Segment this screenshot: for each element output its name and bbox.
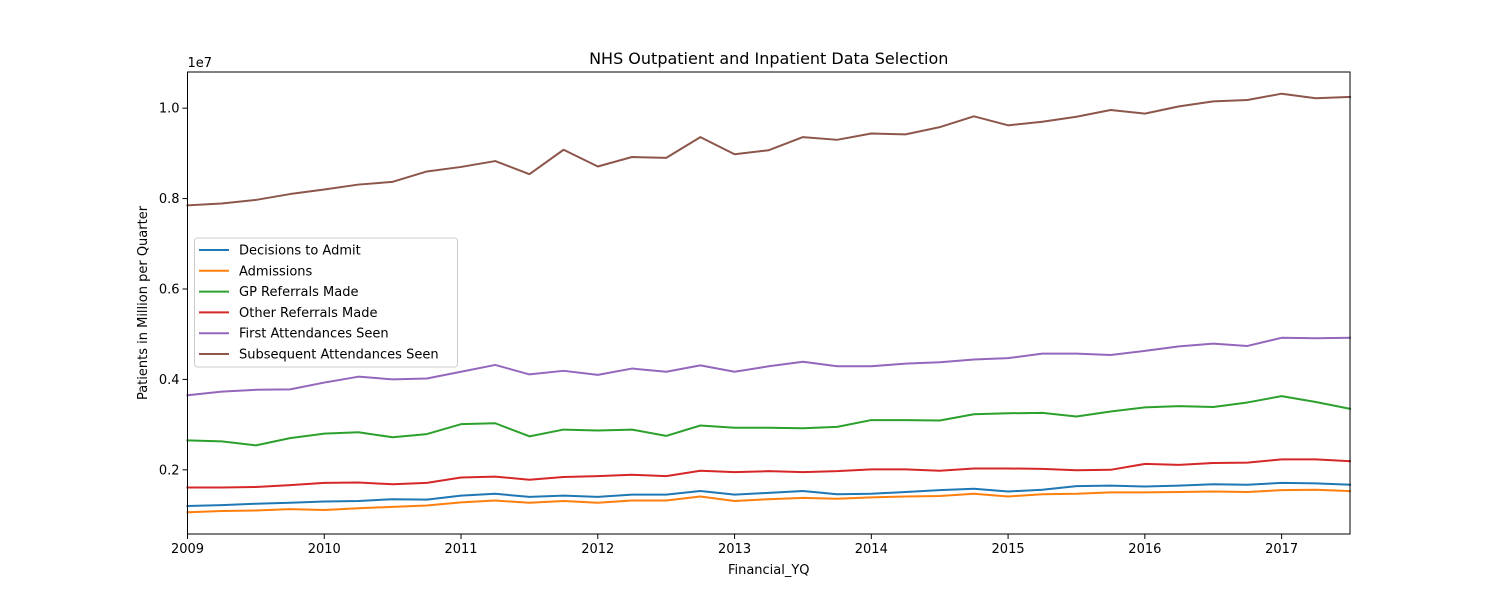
legend-entry-2: GP Referrals Made bbox=[239, 285, 358, 300]
y-tick-label: 0.8 bbox=[159, 192, 180, 207]
y-tick-label: 0.4 bbox=[159, 373, 180, 388]
legend: Decisions to Admit Admissions GP Referrals… bbox=[194, 237, 458, 368]
series-line-0 bbox=[186, 481, 1352, 507]
x-tick-label: 2010 bbox=[308, 542, 341, 557]
legend-entry-4: First Attendances Seen bbox=[239, 327, 389, 342]
y-axis-label: Patients in Million per Quarter bbox=[136, 205, 151, 400]
x-tick-label: 2014 bbox=[855, 542, 888, 557]
x-tick-label: 2012 bbox=[581, 542, 614, 557]
series-line-1 bbox=[186, 488, 1352, 514]
x-tick-label: 2016 bbox=[1128, 542, 1161, 557]
chart-title: NHS Outpatient and Inpatient Data Select… bbox=[589, 49, 948, 68]
series-line-3 bbox=[186, 458, 1352, 489]
plot-frame bbox=[187, 71, 1351, 535]
series-line-4 bbox=[186, 336, 1352, 397]
x-tick-label: 2015 bbox=[992, 542, 1025, 557]
x-axis-label: Financial_YQ bbox=[728, 563, 810, 578]
series-line-2 bbox=[186, 395, 1352, 447]
x-tick-label: 2017 bbox=[1265, 542, 1298, 557]
x-tick-label: 2011 bbox=[444, 542, 477, 557]
legend-entry-0: Decisions to Admit bbox=[239, 244, 361, 259]
legend-entry-1: Admissions bbox=[239, 264, 313, 279]
series-layer bbox=[186, 92, 1352, 514]
x-tick-label: 2013 bbox=[718, 542, 751, 557]
series-line-5 bbox=[186, 92, 1352, 207]
y-tick-label: 1.0 bbox=[159, 102, 180, 117]
legend-entry-3: Other Referrals Made bbox=[239, 306, 377, 321]
y-tick-label: 0.2 bbox=[159, 463, 180, 478]
legend-entry-5: Subsequent Attendances Seen bbox=[239, 348, 439, 363]
y-offset-label: 1e7 bbox=[188, 56, 213, 71]
y-tick-label: 0.6 bbox=[159, 282, 180, 297]
ticks-layer: 2009 2010 2011 2012 2013 2014 2015 2016 2017 0.2 0… bbox=[159, 102, 1298, 557]
legend-box bbox=[194, 237, 458, 368]
x-tick-label: 2009 bbox=[171, 542, 204, 557]
